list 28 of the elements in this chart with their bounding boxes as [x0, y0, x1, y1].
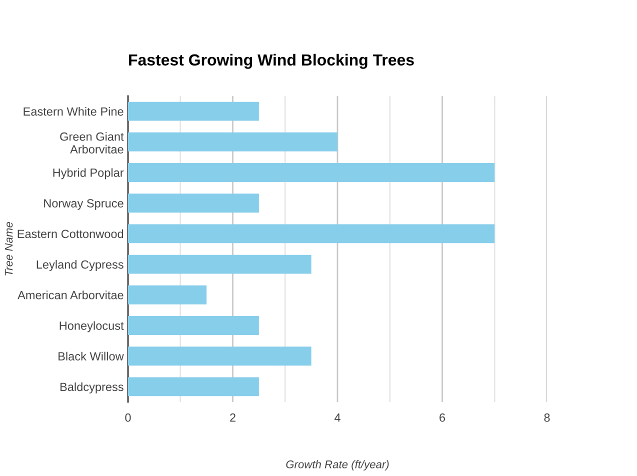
bar — [128, 163, 495, 182]
y-tick-label: Norway Spruce — [44, 199, 124, 210]
bar — [128, 377, 259, 396]
y-tick-label: Honeylocust — [60, 321, 124, 332]
bar — [128, 224, 495, 244]
chart-title: Fastest Growing Wind Blocking Trees — [129, 54, 414, 69]
bar — [128, 346, 312, 366]
bar — [128, 254, 312, 274]
y-tick-label: Green Giant Arborvitae — [60, 132, 124, 154]
bar — [128, 285, 207, 304]
x-tick-label: 8 — [544, 413, 550, 422]
y-tick-label: Baldcypress — [60, 382, 124, 394]
y-tick-label: Black Willow — [58, 352, 124, 360]
y-tick-label: Hybrid Poplar — [53, 168, 124, 180]
y-axis-title: Tree Name — [4, 222, 13, 276]
x-tick-label: 2 — [230, 413, 236, 422]
x-tick-label: 6 — [440, 413, 446, 422]
y-tick-label: Eastern White Pine — [24, 107, 124, 116]
bar — [128, 316, 259, 335]
x-tick-label: 0 — [125, 413, 131, 422]
y-tick-label: Eastern Cottonwood — [18, 229, 124, 238]
bar — [128, 194, 259, 213]
y-tick-label: Leyland Cypress — [36, 260, 124, 272]
x-tick-label: 4 — [334, 414, 340, 422]
x-axis-title: Growth Rate (ft/year) — [286, 460, 389, 470]
bar — [128, 102, 259, 121]
bar — [128, 132, 338, 152]
y-tick-label: American Arborvitae — [18, 290, 124, 300]
